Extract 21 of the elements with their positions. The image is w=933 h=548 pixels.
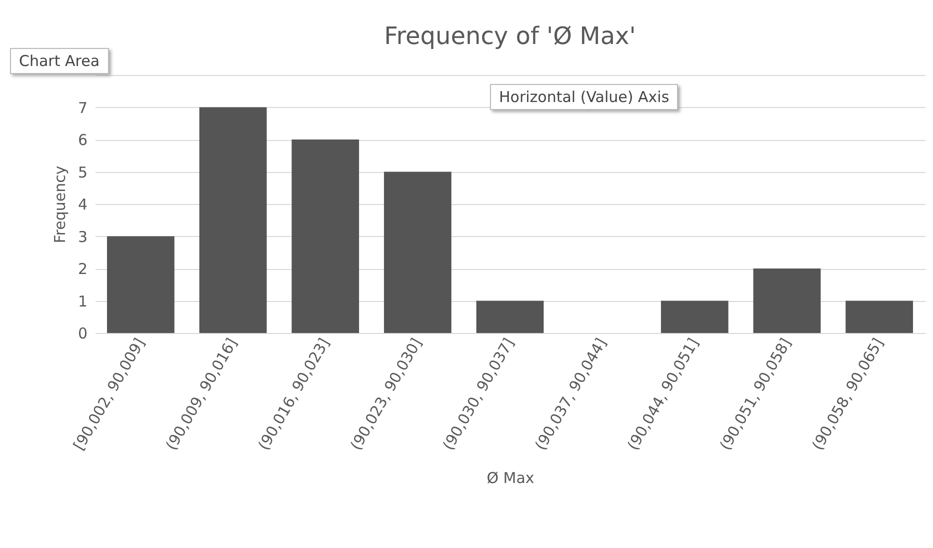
y-tick-label: 5 [78,163,88,182]
bar [476,300,544,333]
y-tick-label: 4 [78,196,88,214]
text: Chart Area [10,48,109,74]
annotation: Horizontal (Value) Axis [490,84,678,110]
bar [199,107,267,333]
bar [846,300,913,333]
y-tick-label: 1 [78,292,88,310]
y-tick-label: 3 [78,228,88,246]
chart-title: Frequency of 'Ø Max' [384,22,636,50]
x-axis-title: Ø Max [486,468,534,487]
bar [292,140,360,333]
y-tick-label: 7 [78,98,88,117]
bar [107,236,174,333]
y-axis-title: Frequency [50,166,69,244]
y-tick-label: 6 [78,131,88,149]
y-tick-label: 0 [78,324,88,342]
bar [753,268,821,333]
y-tick-label: 2 [78,260,88,278]
bar [384,172,452,333]
bar [660,300,728,333]
